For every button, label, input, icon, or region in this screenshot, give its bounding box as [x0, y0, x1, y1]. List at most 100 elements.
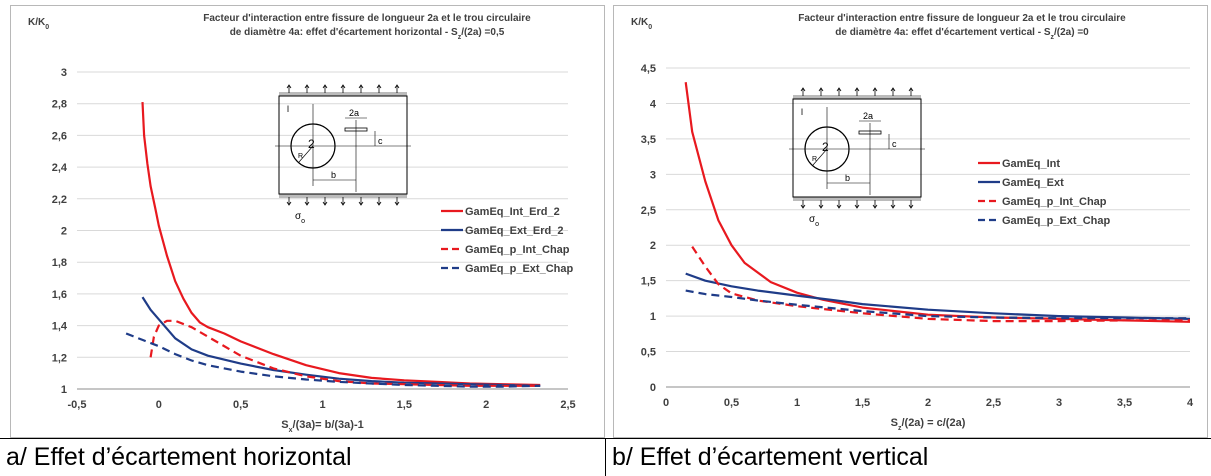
x-tick-label: 3,5: [1117, 397, 1132, 409]
chart-title-line1: Facteur d'interaction entre fissure de l…: [798, 13, 1126, 24]
y-tick-label: 1,6: [52, 289, 67, 301]
caption-vertical: b/ Effet d’écartement vertical: [612, 443, 929, 471]
series-line-GamEq_Int_Erd_2: [141, 102, 541, 387]
arrow-head-top: [890, 87, 896, 92]
x-tick-label: 1,5: [397, 399, 412, 411]
series-line-GamEq_Ext_Erd_2: [141, 296, 541, 387]
x-tick-label: 3: [1056, 397, 1062, 409]
y-tick-label: 3: [61, 67, 67, 79]
series-line-GamEq_p_Int_Chap: [691, 245, 1190, 323]
arrow-head-top: [818, 87, 824, 92]
series-line-GamEq_Int: [684, 82, 1191, 323]
x-axis-label: Sz/(2a) = c/(2a): [891, 417, 966, 432]
plate-outline: [278, 95, 408, 195]
x-tick-label: 0: [663, 397, 669, 409]
y-axis-label: K/K0: [631, 17, 652, 31]
arrow-head-bottom: [340, 201, 346, 206]
legend-label-GamEq_Ext: GamEq_Ext: [1002, 177, 1064, 189]
y-tick-label: 1,2: [52, 352, 67, 364]
arrow-head-top: [286, 84, 292, 89]
radius-label: R: [298, 153, 303, 160]
specimen-inset: 2a c b 2Rl σo: [789, 87, 925, 228]
dim-c-label: c: [378, 136, 383, 146]
legend-label-GamEq_Int_Erd_2: GamEq_Int_Erd_2: [465, 206, 560, 218]
arrow-head-top: [854, 87, 860, 92]
y-tick-label: 1,5: [641, 276, 656, 288]
x-tick-label: 2: [483, 399, 489, 411]
caption-table: a/ Effet d’écartement horizontal b/ Effe…: [0, 438, 1211, 476]
arrow-head-top: [340, 84, 346, 89]
caption-horizontal: a/ Effet d’écartement horizontal: [0, 439, 606, 476]
plate-outline: [792, 98, 922, 198]
radius-label: R: [812, 156, 817, 163]
y-tick-label: 1: [650, 311, 656, 323]
chart-horizontal: 1 1,2 1,4 1,6 1,8 2 2,2 2,4 2,6 2,8 3 -0,5 0 0,5 1 1,5 2…: [28, 13, 576, 434]
y-tick-label: 3: [650, 169, 656, 181]
y-axis-label: K/K0: [28, 17, 49, 31]
arrow-head-bottom: [286, 201, 292, 206]
radius-line: [298, 145, 314, 163]
y-tick-label: 4,5: [641, 63, 656, 75]
x-tick-label: 0,5: [724, 397, 739, 409]
y-tick-label: 2,8: [52, 99, 67, 111]
arrow-head-bottom: [358, 201, 364, 206]
arrow-head-top: [376, 84, 382, 89]
stress-label: σo: [809, 214, 819, 228]
x-tick-label: 2,5: [986, 397, 1001, 409]
arrow-head-bottom: [322, 201, 328, 206]
arrow-head-top: [836, 87, 842, 92]
y-tick-label: 4: [650, 98, 657, 110]
arrow-head-top: [304, 84, 310, 89]
y-tick-label: 2,6: [52, 130, 67, 142]
legend-label-GamEq_Int: GamEq_Int: [1002, 158, 1060, 170]
hatch-top: [279, 92, 407, 96]
chart-title-line1: Facteur d'interaction entre fissure de l…: [203, 13, 531, 24]
hole-circle: [290, 123, 336, 169]
y-tick-label: 1,4: [52, 321, 68, 333]
arrow-head-top: [872, 87, 878, 92]
arrow-head-bottom: [908, 204, 914, 209]
arrow-head-top: [322, 84, 328, 89]
legend-label-GamEq_p_Ext_Chap: GamEq_p_Ext_Chap: [1002, 215, 1110, 227]
dim-c-label: c: [892, 139, 897, 149]
arrow-head-top: [358, 84, 364, 89]
arrow-head-bottom: [394, 201, 400, 206]
arrow-head-top: [908, 87, 914, 92]
y-tick-label: 2: [61, 226, 67, 238]
x-tick-label: 2: [925, 397, 931, 409]
arrow-head-bottom: [818, 204, 824, 209]
hole-circle: [804, 126, 850, 172]
series-line-GamEq_Ext: [685, 272, 1191, 320]
chart-title-line2: de diamètre 4a: effet d'écartement verti…: [835, 27, 1089, 41]
side-label: l: [801, 107, 803, 117]
y-tick-label: 0,5: [641, 347, 656, 359]
chart-panel-vertical: 0 0,5 1 1,5 2 2,5 3 3,5 4 4,5 0 0,5 1 1,5 2 2,5 3 3,5 4 Fac…: [613, 5, 1208, 438]
arrow-head-bottom: [836, 204, 842, 209]
legend-label-GamEq_p_Int_Chap: GamEq_p_Int_Chap: [1002, 196, 1107, 208]
arrow-head-bottom: [376, 201, 382, 206]
x-tick-label: -0,5: [68, 399, 87, 411]
side-label: l: [287, 104, 289, 114]
y-tick-label: 3,5: [641, 134, 656, 146]
y-tick-label: 2,2: [52, 194, 67, 206]
hatch-top: [793, 95, 921, 99]
stress-label: σo: [295, 211, 305, 225]
dim-b-label: b: [845, 173, 850, 183]
legend-label-GamEq_p_Int_Chap: GamEq_p_Int_Chap: [465, 244, 570, 256]
hole-label: 2: [822, 140, 829, 154]
series-line-GamEq_p_Ext_Chap: [125, 332, 541, 388]
x-tick-label: 0: [156, 399, 162, 411]
series-line-GamEq_p_Ext_Chap: [685, 289, 1190, 320]
hole-label: 2: [308, 137, 315, 151]
arrow-head-top: [800, 87, 806, 92]
dim-b-label: b: [331, 170, 336, 180]
legend-label-GamEq_Ext_Erd_2: GamEq_Ext_Erd_2: [465, 225, 563, 237]
specimen-inset: 2a c b 2Rl σo: [275, 84, 411, 225]
y-tick-label: 2,4: [52, 162, 68, 174]
y-tick-label: 2: [650, 240, 656, 252]
y-tick-label: 1,8: [52, 257, 67, 269]
arrow-head-bottom: [854, 204, 860, 209]
x-tick-label: 2,5: [560, 399, 575, 411]
chart-panel-horizontal: 1 1,2 1,4 1,6 1,8 2 2,2 2,4 2,6 2,8 3 -0,5 0 0,5 1 1,5 2…: [10, 5, 605, 438]
